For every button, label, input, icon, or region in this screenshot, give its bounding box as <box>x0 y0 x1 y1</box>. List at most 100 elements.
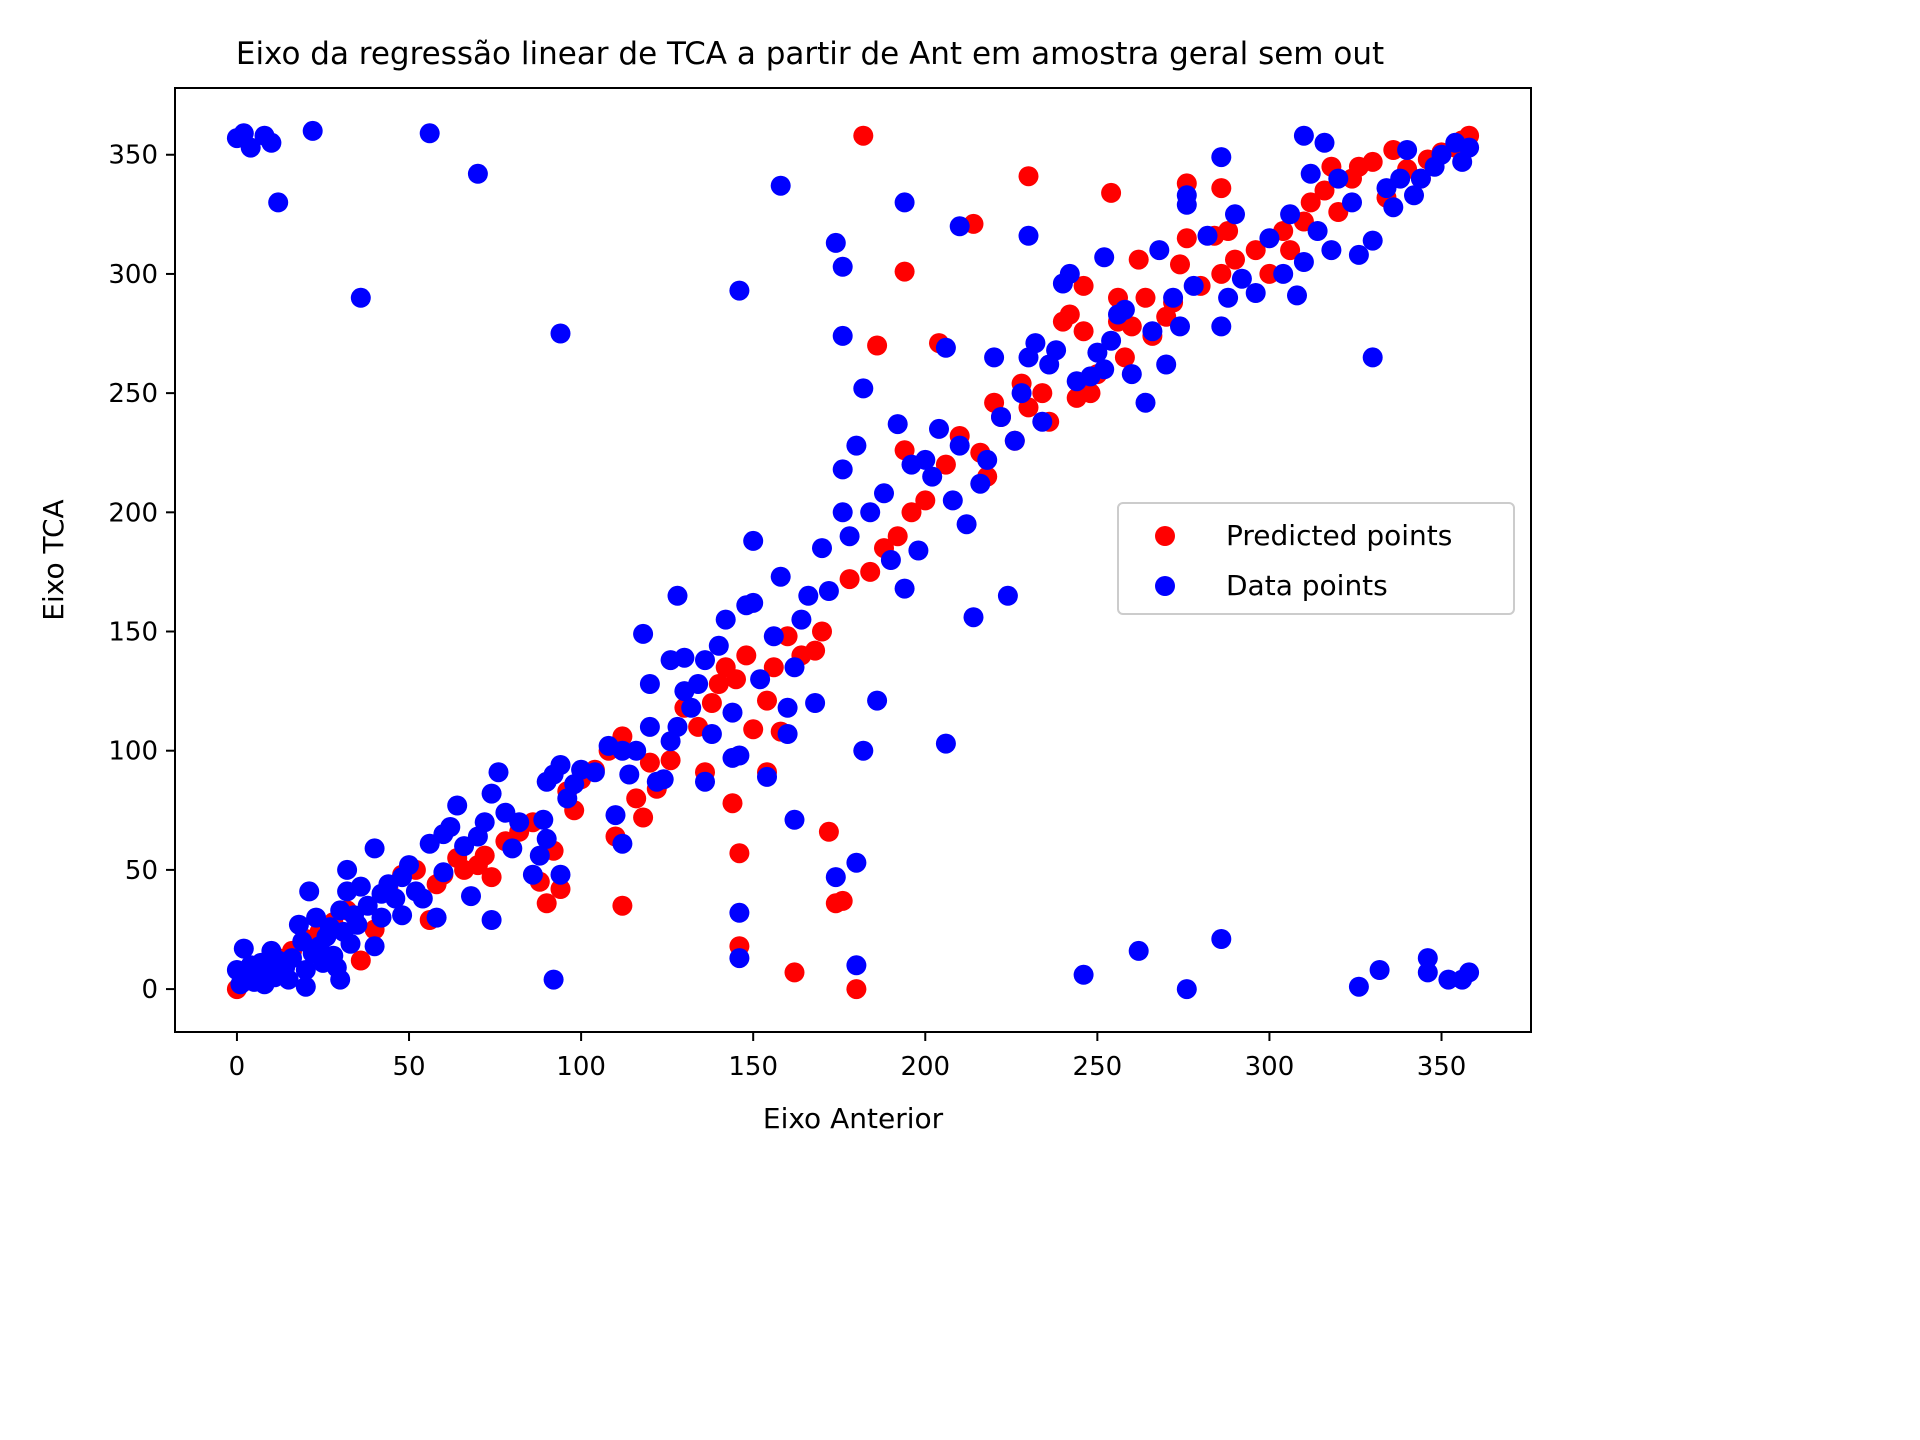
data-point <box>330 969 351 990</box>
data-point <box>1094 247 1115 268</box>
data-point <box>1273 263 1294 284</box>
data-point <box>440 817 461 837</box>
data-point <box>1046 340 1067 361</box>
data-point <box>743 592 764 613</box>
data-point <box>1390 168 1411 189</box>
data-point <box>1307 221 1328 241</box>
data-point <box>550 864 571 885</box>
data-point <box>433 862 454 883</box>
data-point <box>894 192 915 213</box>
x-tick-label: 0 <box>229 1052 246 1082</box>
data-point <box>991 407 1011 427</box>
x-axis-label: Eixo Anterior <box>763 1102 944 1135</box>
data-point <box>963 607 984 628</box>
data-point <box>612 740 633 761</box>
data-point <box>701 724 722 744</box>
data-point <box>701 693 722 713</box>
data-point <box>1025 333 1046 354</box>
y-tick-label: 150 <box>108 618 158 648</box>
data-point <box>1218 221 1239 241</box>
data-point <box>412 888 433 909</box>
data-point <box>1101 330 1122 351</box>
data-point <box>626 788 647 809</box>
data-point <box>1287 285 1307 306</box>
x-tick-label: 100 <box>556 1052 606 1082</box>
data-point <box>1094 359 1115 380</box>
data-point <box>887 414 908 435</box>
data-point <box>763 657 784 678</box>
data-point <box>295 976 316 997</box>
data-point <box>1293 125 1314 146</box>
data-point <box>1011 383 1032 404</box>
data-point <box>832 256 853 277</box>
data-point <box>536 893 557 914</box>
data-point <box>1259 263 1280 284</box>
data-point <box>350 950 371 971</box>
data-point <box>812 538 832 559</box>
data-point <box>481 867 502 888</box>
data-point <box>461 886 481 907</box>
data-point <box>619 764 640 785</box>
data-point <box>1225 249 1245 270</box>
data-point <box>770 175 791 196</box>
data-point <box>949 216 970 237</box>
data-point <box>1073 964 1094 985</box>
data-point <box>550 879 571 899</box>
data-point <box>839 526 860 547</box>
data-point <box>1211 178 1232 199</box>
data-point <box>853 125 874 146</box>
legend-marker-data <box>1155 576 1175 596</box>
data-point <box>1300 192 1321 213</box>
data-point <box>1149 240 1170 261</box>
x-tick-label: 50 <box>392 1052 425 1082</box>
data-point <box>419 123 440 144</box>
x-axis: 0 50 100 150 200 250 300 350 <box>229 1032 1466 1082</box>
data-point <box>633 807 654 828</box>
y-tick-label: 200 <box>108 498 158 528</box>
legend-label-predicted: Predicted points <box>1226 519 1452 552</box>
data-point <box>708 674 729 694</box>
data-point <box>295 960 316 980</box>
data-point <box>935 733 956 754</box>
data-point <box>818 821 839 842</box>
data-point <box>942 490 963 511</box>
data-point <box>1362 230 1383 251</box>
data-point <box>626 740 647 761</box>
data-point <box>1280 204 1301 225</box>
data-point <box>818 581 839 601</box>
data-point <box>777 697 798 718</box>
data-point <box>1231 268 1252 289</box>
data-point <box>536 828 557 849</box>
data-point <box>997 585 1018 606</box>
data-point <box>1410 168 1431 189</box>
data-point <box>1225 204 1245 225</box>
x-tick-label: 200 <box>900 1052 950 1082</box>
data-point <box>1032 383 1053 404</box>
data-point <box>1032 411 1053 432</box>
data-point <box>1059 263 1080 284</box>
data-point <box>1176 228 1197 249</box>
data-point <box>757 690 777 711</box>
data-point <box>874 483 894 504</box>
data-point <box>1121 364 1142 385</box>
data-point <box>1383 140 1404 160</box>
data-point <box>1362 151 1383 172</box>
data-point <box>1073 275 1094 296</box>
data-point <box>533 809 554 830</box>
data-point <box>977 449 998 470</box>
data-point <box>1176 194 1197 215</box>
data-point <box>474 845 495 866</box>
data-point <box>935 454 956 475</box>
data-point <box>633 623 654 644</box>
data-point <box>1300 163 1321 184</box>
data-point <box>288 914 309 935</box>
data-point <box>1163 287 1184 308</box>
data-point <box>915 490 936 511</box>
data-point <box>729 948 750 969</box>
data-point <box>784 962 805 983</box>
data-point <box>846 435 867 456</box>
data-point <box>1114 299 1135 320</box>
data-point <box>956 514 977 535</box>
data-point <box>509 812 530 833</box>
y-axis: 0 50 100 150 200 250 300 350 <box>108 141 175 1005</box>
